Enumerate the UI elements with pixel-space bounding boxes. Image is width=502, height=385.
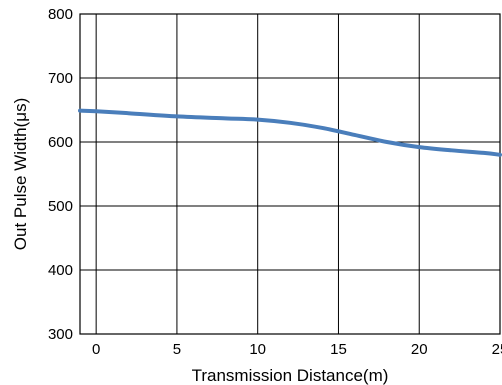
y-axis-ticks: 300 400 500 600 700 800: [48, 6, 73, 343]
y-axis-label: Out Pulse Width(μs): [11, 98, 30, 250]
series-group: [78, 108, 502, 157]
y-tick-label: 500: [48, 198, 73, 215]
y-tick-label: 600: [48, 134, 73, 151]
series-line: [78, 108, 502, 157]
x-axis-ticks: 0 5 10 15 20 25: [92, 341, 502, 358]
x-tick-label: 10: [249, 341, 266, 358]
x-tick-label: 0: [92, 341, 100, 358]
y-tick-label: 400: [48, 262, 73, 279]
plot-frame: [79, 13, 501, 335]
y-tick-label: 700: [48, 70, 73, 87]
y-tick-label: 800: [48, 6, 73, 23]
x-tick-label: 5: [173, 341, 181, 358]
x-tick-label: 20: [411, 341, 428, 358]
x-tick-label: 25: [492, 341, 502, 358]
y-tick-label: 300: [48, 326, 73, 343]
x-axis-label: Transmission Distance(m): [192, 366, 389, 385]
grid-lines: [80, 13, 501, 335]
x-tick-label: 15: [330, 341, 347, 358]
